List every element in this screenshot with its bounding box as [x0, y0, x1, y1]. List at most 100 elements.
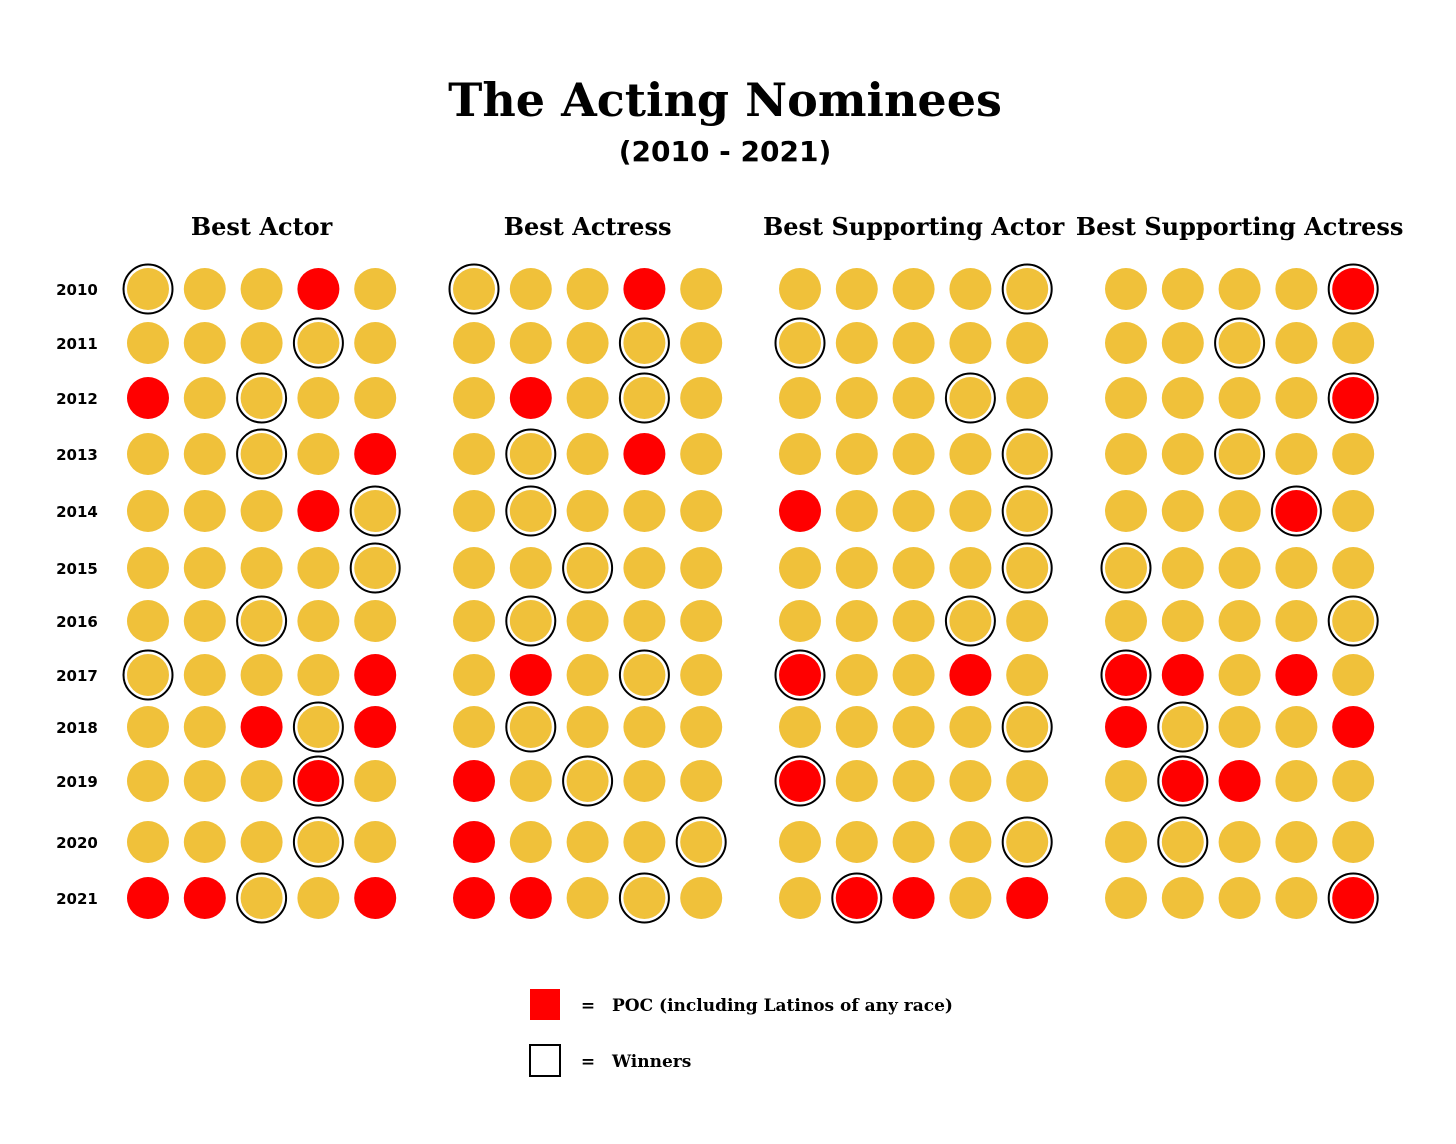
nominee-dot: [566, 821, 609, 863]
nominee-dot: [354, 600, 397, 642]
nominee-dot: [1332, 377, 1375, 419]
nominee-dot: [453, 268, 495, 310]
winner-ring: [562, 542, 614, 594]
nominee-dot: [892, 654, 935, 696]
nominee-dot: [835, 600, 878, 642]
nominee-dot: [354, 433, 397, 475]
nominee-dot: [835, 490, 878, 532]
nominee-dot: [127, 654, 169, 696]
nominee-dot: [453, 322, 495, 364]
nominee-dot: [1006, 268, 1049, 310]
nominee-dot: [183, 821, 226, 863]
nominee-dot: [892, 600, 935, 642]
nominee-dot: [297, 760, 340, 802]
nominee-dot: [566, 547, 609, 589]
nominee-dot: [1275, 600, 1318, 642]
category-label: Best Supporting Actor: [763, 212, 1065, 241]
winner-ring: [292, 317, 344, 369]
legend-poc-label: POC (including Latinos of any race): [612, 996, 953, 1016]
nominee-dot: [1332, 706, 1375, 748]
winner-ring: [1001, 428, 1053, 480]
winner-ring: [1157, 701, 1209, 753]
nominee-dot: [1332, 490, 1375, 532]
nominee-dot: [509, 877, 552, 919]
nominee-dot: [1218, 268, 1261, 310]
winner-ring: [774, 649, 826, 701]
nominee-dot: [1218, 706, 1261, 748]
nominee-dot: [566, 654, 609, 696]
nominee-dot: [297, 654, 340, 696]
winner-ring: [831, 872, 883, 924]
winner-ring: [236, 595, 288, 647]
nominee-dot: [127, 821, 169, 863]
winner-ring: [1100, 649, 1152, 701]
nominee-dot: [779, 706, 821, 748]
nominee-dot: [509, 706, 552, 748]
nominee-dot: [183, 877, 226, 919]
nominee-dot: [453, 433, 495, 475]
nominee-dot: [623, 268, 666, 310]
nominee-dot: [509, 377, 552, 419]
nominee-dot: [240, 322, 283, 364]
nominee-dot: [453, 377, 495, 419]
nominee-dot: [240, 490, 283, 532]
nominee-dot: [623, 490, 666, 532]
nominee-dot: [892, 268, 935, 310]
winner-ring: [448, 263, 500, 315]
nominee-dot: [566, 433, 609, 475]
nominee-dot: [680, 760, 723, 802]
nominee-dot: [297, 600, 340, 642]
nominee-dot: [892, 877, 935, 919]
nominee-dot: [509, 547, 552, 589]
nominee-dot: [127, 490, 169, 532]
winner-ring: [618, 649, 670, 701]
nominee-dot: [240, 433, 283, 475]
nominee-dot: [1332, 322, 1375, 364]
nominee-dot: [949, 490, 992, 532]
nominee-dot: [509, 322, 552, 364]
nominee-dot: [183, 268, 226, 310]
nominee-dot: [1218, 377, 1261, 419]
nominee-dot: [1218, 654, 1261, 696]
nominee-dot: [240, 654, 283, 696]
winner-ring: [236, 428, 288, 480]
nominee-dot: [1218, 490, 1261, 532]
nominee-dot: [453, 654, 495, 696]
nominee-dot: [509, 600, 552, 642]
nominee-dot: [949, 654, 992, 696]
nominee-dot: [835, 433, 878, 475]
winner-ring: [292, 755, 344, 807]
nominee-dot: [566, 490, 609, 532]
nominee-dot: [354, 654, 397, 696]
winner-ring: [774, 317, 826, 369]
nominee-dot: [892, 760, 935, 802]
nominee-dot: [297, 322, 340, 364]
category-label: Best Actress: [504, 212, 672, 241]
nominee-dot: [1275, 377, 1318, 419]
nominee-dot: [949, 600, 992, 642]
nominee-dot: [779, 547, 821, 589]
category-label: Best Actor: [191, 212, 333, 241]
nominee-dot: [892, 377, 935, 419]
nominee-dot: [680, 322, 723, 364]
nominee-dot: [1105, 600, 1147, 642]
nominee-dot: [779, 322, 821, 364]
nominee-dot: [127, 706, 169, 748]
nominee-dot: [297, 490, 340, 532]
nominee-dot: [949, 760, 992, 802]
nominee-dot: [1161, 600, 1204, 642]
nominee-dot: [1105, 268, 1147, 310]
nominee-dot: [354, 490, 397, 532]
nominee-dot: [509, 760, 552, 802]
nominee-dot: [183, 654, 226, 696]
nominee-dot: [623, 600, 666, 642]
nominee-dot: [1332, 877, 1375, 919]
nominee-dot: [835, 877, 878, 919]
nominee-dot: [354, 322, 397, 364]
legend-winner-swatch: [529, 1044, 561, 1077]
nominee-dot: [1161, 377, 1204, 419]
nominee-dot: [1218, 433, 1261, 475]
nominee-dot: [453, 490, 495, 532]
nominee-dot: [509, 654, 552, 696]
nominee-dot: [779, 821, 821, 863]
